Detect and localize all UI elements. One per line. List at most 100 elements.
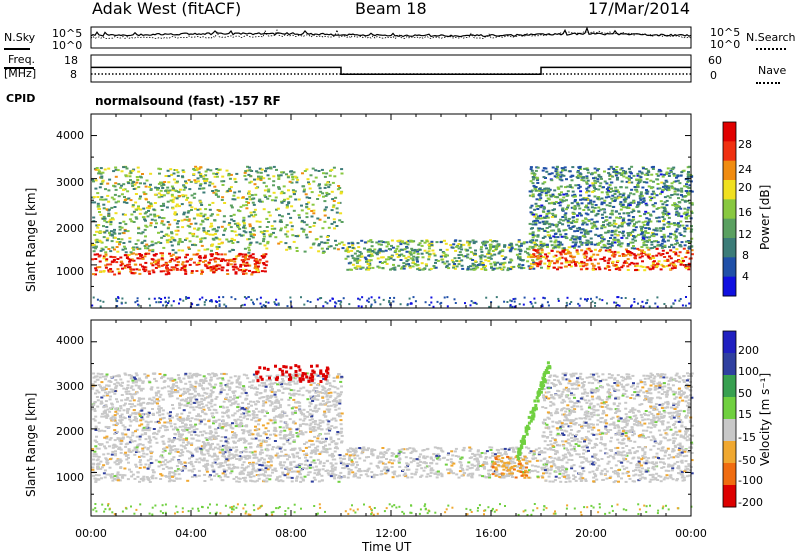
heat-cell [98, 270, 102, 273]
heat-cell [409, 253, 413, 256]
heat-cell [453, 257, 457, 260]
heat-cell [342, 243, 346, 246]
heat-cell [302, 185, 306, 188]
heat-cell [416, 260, 419, 263]
heat-cell [405, 263, 409, 266]
heat-cell [202, 215, 206, 218]
heat-cell [539, 255, 543, 258]
heat-cell [273, 382, 277, 384]
heat-cell [372, 251, 376, 254]
heat-cell [238, 455, 242, 458]
heat-cell [312, 224, 316, 227]
heat-cell [166, 461, 170, 464]
heat-cell [229, 263, 233, 266]
heat-cell [113, 193, 117, 196]
nsky-series-line [90, 26, 692, 38]
heat-cell [533, 249, 537, 252]
heat-cell [190, 209, 193, 211]
heat-cell [287, 189, 290, 192]
heat-cell [191, 233, 195, 236]
heat-cell [201, 220, 205, 223]
heat-cell [210, 455, 214, 458]
heat-cell [518, 252, 522, 255]
heat-cell [559, 253, 563, 256]
heat-cell [143, 373, 147, 376]
heat-cell [104, 253, 108, 256]
heat-cell [633, 186, 637, 188]
heat-cell [149, 420, 153, 423]
nave-label: Nave [758, 64, 787, 77]
heat-cell [578, 226, 581, 229]
heat-cell [124, 174, 128, 177]
heat-cell [305, 212, 309, 215]
heat-cell [615, 166, 619, 168]
heat-cell [170, 193, 174, 196]
heat-cell [151, 269, 155, 272]
heat-cell [195, 428, 199, 431]
heat-cell [115, 398, 118, 401]
heat-cell [176, 229, 180, 232]
heat-cell [556, 250, 560, 253]
heat-cell [645, 246, 649, 249]
heat-cell [652, 180, 655, 183]
heat-cell [242, 219, 246, 222]
heat-cell [295, 246, 299, 249]
heat-cell [659, 173, 663, 176]
heat-cell [663, 201, 667, 204]
heat-cell [328, 429, 332, 432]
heat-cell [671, 204, 675, 207]
heat-cell [122, 242, 126, 244]
heat-cell [360, 239, 364, 242]
heat-cell [153, 215, 157, 218]
heat-cell [297, 198, 301, 201]
heat-cell [197, 256, 201, 259]
heat-cell [251, 468, 255, 471]
heat-cell [532, 267, 536, 270]
heat-cell [613, 196, 617, 199]
heat-cell [185, 444, 189, 446]
heat-cell [579, 214, 583, 217]
heat-cell [599, 175, 603, 178]
heat-cell [568, 302, 571, 305]
heat-cell [572, 255, 576, 258]
heat-cell [393, 266, 397, 269]
heat-cell [285, 424, 289, 427]
heat-cell [267, 190, 271, 193]
heat-cell [344, 250, 348, 253]
heat-cell [138, 424, 142, 427]
heat-cell [304, 193, 308, 196]
heat-cell [461, 267, 465, 270]
heat-cell [153, 219, 157, 222]
heat-cell [268, 214, 272, 217]
heat-cell [151, 248, 155, 251]
heat-cell [529, 239, 533, 242]
heat-cell [377, 240, 381, 243]
heat-cell [586, 171, 590, 174]
heat-cell [529, 168, 533, 171]
heat-cell [142, 268, 146, 271]
heat-cell [386, 241, 390, 244]
heat-cell [166, 200, 170, 203]
heat-cell [241, 255, 245, 258]
heat-cell [624, 248, 628, 251]
heat-cell [114, 452, 117, 455]
heat-cell [620, 225, 624, 228]
heat-cell [561, 216, 565, 218]
heat-cell [591, 182, 595, 185]
heat-cell [202, 465, 206, 468]
heat-cell [626, 222, 630, 225]
heat-cell [593, 171, 597, 174]
heat-cell [225, 393, 229, 396]
heat-cell [102, 255, 106, 258]
heat-cell [281, 415, 285, 418]
heat-cell [271, 422, 275, 425]
heat-cell [526, 252, 530, 255]
heat-cell [256, 445, 260, 448]
heat-cell [601, 208, 605, 211]
heat-cell [336, 188, 340, 191]
heat-cell [542, 296, 545, 299]
heat-cell [489, 243, 493, 246]
heat-cell [613, 169, 617, 172]
heat-cell [672, 180, 676, 183]
heat-cell [525, 241, 529, 244]
